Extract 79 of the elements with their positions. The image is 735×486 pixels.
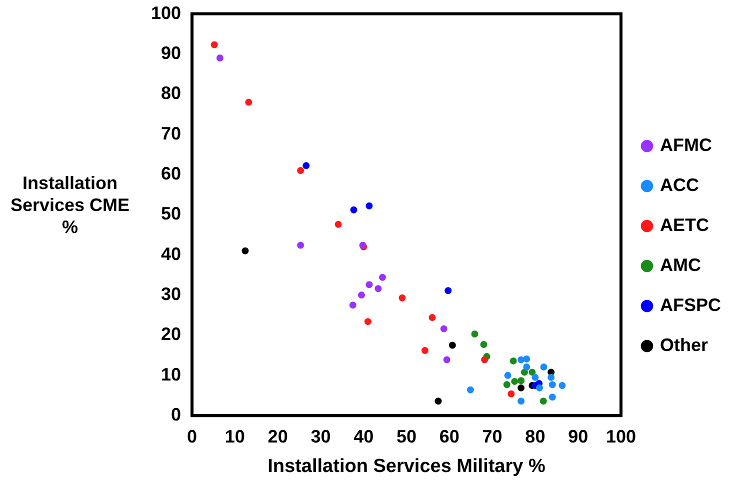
legend-label: Other: [660, 334, 708, 355]
point: [434, 398, 442, 405]
point: [508, 390, 515, 398]
point: [210, 41, 218, 48]
point: [334, 220, 342, 228]
x-tick-label: 60: [439, 426, 460, 446]
point: [518, 356, 525, 364]
point: [349, 302, 356, 309]
point: [421, 347, 428, 354]
point: [520, 368, 528, 376]
y-tick-label: 70: [161, 123, 182, 144]
point: [302, 162, 310, 170]
point: [540, 398, 547, 405]
point: [444, 287, 452, 294]
point: [511, 378, 518, 385]
point: [245, 98, 252, 106]
x-tick-label: 10: [224, 426, 245, 446]
point: [536, 384, 543, 392]
legend-label: AETC: [660, 214, 709, 235]
point: [518, 384, 525, 392]
point: [297, 242, 304, 249]
point: [518, 377, 525, 384]
point: [504, 372, 512, 379]
point: [480, 340, 488, 348]
point: [216, 54, 224, 62]
y-axis-title: Installation Services CME %: [10, 172, 130, 238]
point: [466, 386, 474, 394]
point: [358, 292, 365, 299]
point: [548, 381, 556, 388]
y-tick-label: 50: [161, 204, 182, 224]
point: [364, 318, 372, 326]
point: [378, 274, 386, 281]
y-tick-label: 40: [161, 244, 182, 264]
point: [297, 167, 304, 174]
legend-label: AFMC: [660, 134, 712, 155]
point: [440, 325, 448, 332]
x-tick-label: 50: [396, 426, 417, 446]
legend-label: AFSPC: [660, 294, 722, 315]
point: [481, 356, 488, 364]
point: [471, 330, 478, 338]
x-axis-title: Installation Services Military %: [268, 456, 546, 477]
y-tick-label: 20: [161, 324, 182, 344]
point: [366, 281, 373, 288]
point: [528, 368, 536, 376]
y-tick-label: 10: [161, 364, 182, 384]
point: [510, 357, 517, 364]
point: [503, 381, 510, 388]
point: [398, 294, 406, 302]
y-tick-label: 100: [150, 2, 182, 23]
x-tick-label: 20: [268, 426, 288, 446]
point: [523, 355, 530, 362]
point: [443, 356, 450, 364]
y-tick-label: 90: [161, 42, 182, 63]
x-tick-label: 40: [354, 426, 374, 446]
point: [350, 206, 358, 214]
legend-label: AMC: [660, 254, 701, 275]
point: [242, 247, 249, 254]
point: [366, 202, 373, 210]
x-tick-label: 30: [310, 426, 331, 446]
point: [532, 374, 539, 381]
x-tick-label: 100: [606, 426, 636, 446]
y-tick-label: 80: [161, 83, 182, 104]
x-tick-label: 0: [187, 426, 198, 446]
y-tick-label: 60: [161, 163, 182, 184]
point: [448, 342, 456, 349]
x-tick-label: 80: [525, 426, 546, 446]
y-tick-label: 30: [161, 284, 182, 304]
point: [523, 363, 530, 370]
y-tick-label: 0: [171, 404, 182, 425]
point: [428, 314, 436, 322]
x-tick-label: 70: [482, 426, 502, 446]
legend-label: ACC: [660, 174, 699, 195]
point: [548, 374, 555, 381]
point: [548, 394, 556, 401]
point: [540, 363, 548, 370]
point: [518, 398, 525, 405]
x-tick-label: 90: [568, 426, 588, 446]
point: [374, 285, 382, 292]
point: [558, 382, 566, 389]
